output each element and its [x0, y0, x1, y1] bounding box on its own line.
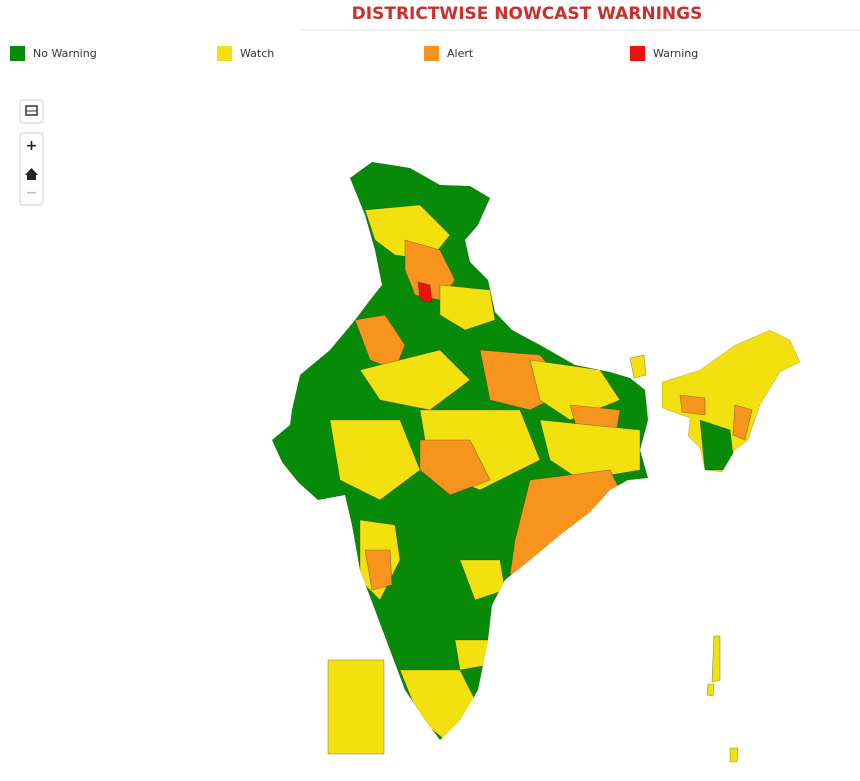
region	[364, 549, 393, 591]
map	[272, 162, 800, 763]
lakshadweep-inset	[327, 659, 385, 755]
region	[419, 439, 491, 496]
legend-label: No Warning	[33, 47, 97, 60]
andaman	[706, 683, 715, 697]
region	[329, 419, 421, 501]
map-controls: + −	[19, 99, 44, 206]
legend-label: Alert	[447, 47, 474, 60]
legend-label: Watch	[240, 47, 274, 60]
region	[417, 281, 433, 303]
region	[359, 349, 471, 411]
legend-swatch	[424, 46, 439, 61]
legend-swatch	[217, 46, 232, 61]
nicobar	[729, 747, 739, 763]
region	[732, 404, 753, 441]
region	[439, 284, 496, 331]
sikkim	[629, 354, 647, 379]
region	[354, 314, 406, 371]
region	[454, 639, 491, 671]
legend-label: Warning	[653, 47, 698, 60]
region	[399, 669, 476, 740]
page-title: DISTRICTWISE NOWCAST WARNINGS	[352, 4, 703, 24]
andaman	[711, 635, 721, 683]
legend: No Warning Watch Alert Warning	[10, 46, 698, 61]
zoom-in-button[interactable]: +	[26, 138, 38, 154]
legend-swatch	[630, 46, 645, 61]
zoom-out-button[interactable]: −	[26, 185, 38, 201]
region	[679, 394, 706, 416]
home-button[interactable]	[25, 168, 38, 180]
legend-swatch	[10, 46, 25, 61]
